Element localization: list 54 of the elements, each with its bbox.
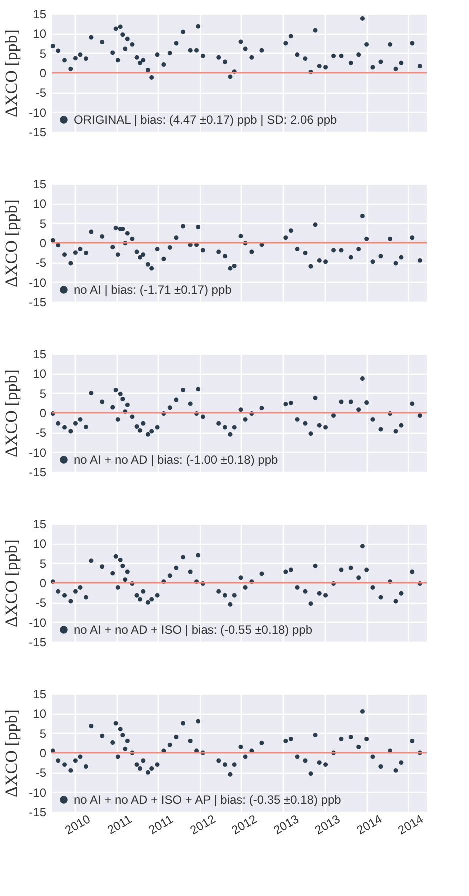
y-tick-label: 0 [40, 236, 47, 250]
y-tick-label: 0 [40, 746, 47, 760]
y-tick-label: 0 [40, 406, 47, 420]
y-axis-title: ΔXCO [ppb] [2, 540, 22, 628]
x-tick-label: 2012 [229, 812, 260, 838]
y-tick-label: -10 [29, 446, 47, 460]
y-tick-label: -15 [29, 296, 47, 310]
y-axis-title: ΔXCO [ppb] [2, 200, 22, 288]
legend-label: no AI + no AD + ISO | bias: (-0.55 ±0.18) ppb [74, 623, 313, 637]
y-tick-label: 10 [33, 197, 47, 212]
y-tick-label: 10 [33, 27, 47, 42]
y-tick-label: -15 [29, 126, 47, 140]
y-tick-label: 5 [40, 556, 47, 571]
y-tick-label: 15 [33, 178, 47, 192]
y-tick-label: 10 [33, 367, 47, 382]
y-tick-label: -15 [29, 806, 47, 820]
legend-label: ORIGINAL | bias: (4.47 ±0.17) ppb | SD: 2.06 ppb [74, 113, 338, 127]
y-tick-label: 5 [40, 726, 47, 741]
y-tick-label: -10 [29, 616, 47, 630]
y-tick-label: -5 [36, 256, 47, 270]
legend-label: no AI + no AD | bias: (-1.00 ±0.18) ppb [74, 453, 278, 467]
legend-label: no AI | bias: (-1.71 ±0.17) ppb [74, 283, 232, 297]
y-tick-label: 5 [40, 46, 47, 61]
x-tick-label: 2011 [146, 812, 176, 838]
y-tick-label: -5 [36, 86, 47, 100]
x-tick-label: 2013 [312, 812, 343, 838]
y-tick-label: 15 [33, 8, 47, 22]
y-tick-label: 15 [33, 348, 47, 362]
y-tick-label: -10 [29, 106, 47, 120]
x-tick-label: 2010 [62, 812, 94, 838]
x-tick-label: 2011 [105, 812, 135, 838]
y-tick-label: 5 [40, 386, 47, 401]
y-tick-label: -5 [36, 766, 47, 780]
x-tick-label: 2014 [354, 812, 385, 838]
y-tick-label: 0 [40, 66, 47, 80]
y-axis-title: ΔXCO [ppb] [2, 710, 22, 798]
y-tick-label: 0 [40, 576, 47, 590]
y-tick-label: -10 [29, 786, 47, 800]
y-tick-label: -5 [36, 426, 47, 440]
y-axis-title: ΔXCO [ppb] [2, 30, 22, 118]
y-tick-label: -15 [29, 636, 47, 650]
x-tick-label: 2012 [188, 812, 218, 838]
y-axis-title: ΔXCO [ppb] [2, 370, 22, 458]
y-tick-label: -15 [29, 466, 47, 480]
x-tick-label: 2014 [396, 812, 426, 838]
y-tick-label: 15 [33, 518, 47, 532]
y-tick-label: 10 [33, 537, 47, 552]
x-tick-label: 2013 [271, 812, 302, 838]
y-tick-label: 5 [40, 216, 47, 231]
legend-label: no AI + no AD + ISO + AP | bias: (-0.35 ±0.18) ppb [74, 793, 342, 807]
y-tick-label: -5 [36, 596, 47, 610]
y-tick-label: 10 [33, 707, 47, 722]
y-tick-label: 15 [33, 688, 47, 702]
y-tick-label: -10 [29, 276, 47, 290]
